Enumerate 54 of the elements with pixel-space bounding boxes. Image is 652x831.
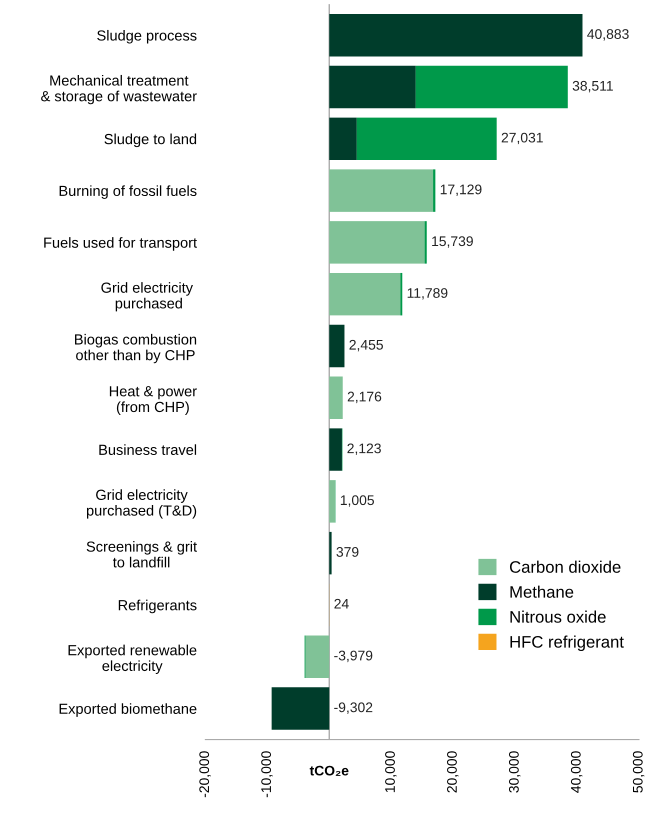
y-tick-label: Burning of fossil fuels <box>60 185 197 199</box>
bar <box>329 324 344 368</box>
total-label: 38,511 <box>572 80 613 92</box>
bar <box>329 118 357 160</box>
bar <box>329 221 425 264</box>
bar <box>329 272 400 316</box>
total-label: 27,031 <box>502 132 543 144</box>
y-tick-label: Mechanical treatment & storage of wastewater <box>41 74 197 104</box>
x-axis-title: tCO₂e <box>310 766 348 776</box>
total-label: 15,739 <box>432 236 473 248</box>
total-label: 2,176 <box>348 392 382 404</box>
total-label: 40,883 <box>587 29 629 41</box>
x-tick-label: 30,000 <box>508 751 520 793</box>
bar <box>356 118 497 160</box>
y-tick-label: Sludge process <box>97 30 197 44</box>
legend-label: HFC refrigerant <box>510 636 624 652</box>
total-label: -3,979 <box>334 650 372 662</box>
total-label: 2,123 <box>347 443 381 455</box>
y-tick-label: Exported renewable electricity <box>68 644 196 674</box>
bar <box>329 376 343 419</box>
bar <box>329 66 416 108</box>
bar <box>272 687 330 730</box>
total-label: 17,129 <box>440 184 482 196</box>
bar <box>305 635 330 678</box>
y-tick-label: Sludge to land <box>104 134 196 148</box>
y-tick-label: Heat & power (from CHP) <box>110 386 197 415</box>
bar <box>329 169 434 212</box>
legend-label: Nitrous oxide <box>510 610 606 623</box>
total-label: -9,302 <box>334 702 372 714</box>
y-tick-label: Biogas combustion other than by CHP <box>75 334 196 364</box>
legend-label: Carbon dioxide <box>510 560 620 573</box>
y-tick-label: Fuels used for transport <box>44 237 197 251</box>
x-tick-label: 50,000 <box>632 751 644 793</box>
total-label: 1,005 <box>340 495 374 507</box>
bar <box>416 66 568 108</box>
bar <box>329 14 582 56</box>
x-tick-label: 10,000 <box>385 751 397 792</box>
bar <box>329 428 342 471</box>
total-label: 24 <box>334 598 349 609</box>
y-tick-label: Grid electricity purchased <box>101 282 193 312</box>
legend-label: Methane <box>510 586 574 598</box>
bar <box>329 480 336 523</box>
x-tick-label: 40,000 <box>570 751 582 793</box>
y-tick-label: Refrigerants <box>118 600 197 614</box>
total-label: 2,455 <box>350 340 383 352</box>
y-tick-label: Screenings & grit to landfill <box>86 541 197 568</box>
y-tick-label: Grid electricity purchased (T&D) <box>86 489 196 519</box>
total-label: 379 <box>336 547 358 557</box>
x-tick-label: 20,000 <box>447 751 459 792</box>
y-tick-label: Exported biomethane <box>60 703 196 717</box>
x-tick-label: -20,000 <box>199 751 211 798</box>
x-tick-label: -10,000 <box>261 751 273 798</box>
y-tick-label: Business travel <box>99 444 196 455</box>
total-label: 11,789 <box>408 288 448 300</box>
